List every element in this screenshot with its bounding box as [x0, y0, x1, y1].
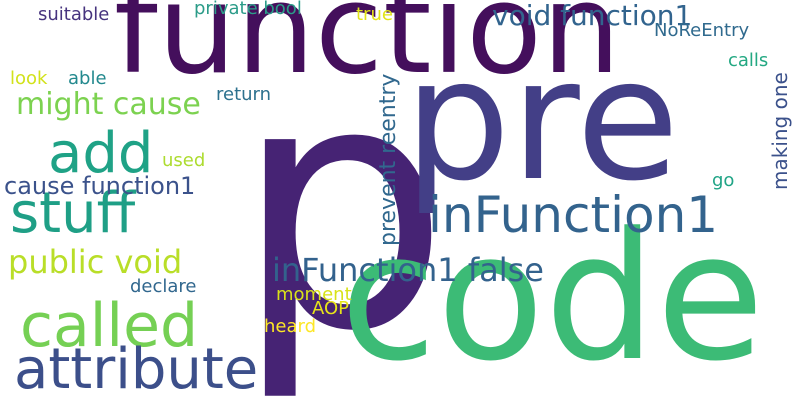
word-void-function1: void function1	[492, 0, 693, 32]
word-declare: declare	[130, 276, 197, 297]
word-p: p	[234, 10, 450, 400]
word-pre: pre	[404, 22, 680, 218]
word-noreentry: NoReEntry	[654, 20, 750, 41]
word-calls: calls	[728, 50, 769, 71]
word-moment: moment	[276, 284, 352, 305]
word-function: function	[114, 0, 621, 102]
word-add: add	[48, 121, 154, 186]
word-true: true	[356, 4, 393, 25]
word-stuff: stuff	[10, 181, 136, 246]
word-look: look	[10, 68, 48, 89]
word-private-bool: private bool	[194, 0, 302, 19]
word-called: called	[20, 291, 199, 361]
word-used: used	[162, 150, 206, 171]
word-prevent-reentry: prevent reentry	[376, 73, 401, 246]
word-making-one: making one	[768, 72, 792, 190]
word-suitable: suitable	[38, 4, 110, 25]
word-code: code	[340, 195, 765, 400]
word-cause-function1: cause function1	[4, 172, 196, 200]
word-infunction1-false: inFunction1 false	[272, 251, 544, 289]
word-go: go	[712, 170, 735, 191]
word-return: return	[216, 84, 272, 105]
word-able: able	[68, 68, 107, 89]
word-heard: heard	[264, 316, 317, 337]
word-aop: AOP	[312, 298, 350, 319]
word-might-cause: might cause	[16, 87, 201, 122]
word-attribute: attribute	[14, 337, 259, 400]
word-public-void: public void	[8, 243, 183, 281]
word-infunction1: inFunction1	[428, 186, 719, 244]
